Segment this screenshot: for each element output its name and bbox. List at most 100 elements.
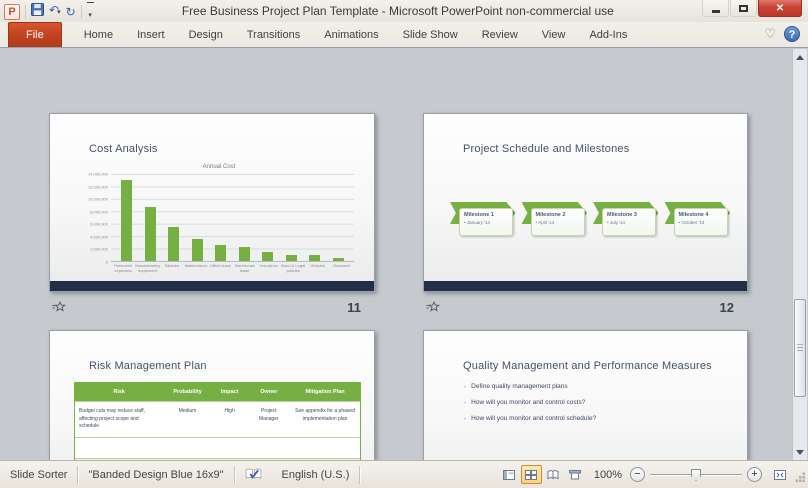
slide-show-button[interactable] xyxy=(565,465,586,484)
minimize-icon xyxy=(711,9,720,13)
ribbon-tab-file[interactable]: File xyxy=(8,22,62,47)
undo-dropdown-caret[interactable]: ▾ xyxy=(57,9,61,16)
slide-sorter-view-button[interactable] xyxy=(520,465,542,484)
zoom-slider-thumb[interactable] xyxy=(691,469,701,481)
theme-name-label[interactable]: "Banded Design Blue 16x9" xyxy=(88,468,224,481)
reading-view-icon xyxy=(547,469,559,479)
table-cell: High xyxy=(211,401,248,437)
transition-star-icon[interactable] xyxy=(423,300,440,313)
ribbon-tab-add-ins[interactable]: Add-Ins xyxy=(589,29,628,41)
slide-11-meta: 11 xyxy=(49,299,375,315)
help-button[interactable]: ? xyxy=(784,26,800,42)
y-axis-tick-label: 4,000,000 xyxy=(90,234,108,240)
view-status-label[interactable]: Slide Sorter xyxy=(10,468,68,481)
slide-11-title: Cost Analysis xyxy=(89,143,158,155)
table-header-cell: Owner xyxy=(260,389,278,395)
table-cell: Budget cuts may reduce staff, affecting … xyxy=(75,401,164,437)
ribbon-tab-insert[interactable]: Insert xyxy=(137,29,165,41)
minimize-button[interactable] xyxy=(702,0,729,17)
x-axis-category-label: Personnel expenses xyxy=(114,264,133,273)
slide-number: 12 xyxy=(719,299,734,315)
chart-plot-area xyxy=(111,174,354,262)
milestone-name: Milestone 4 xyxy=(678,212,709,218)
slide-thumbnail-11[interactable]: Cost Analysis Annual Cost 14,000,000 12,0… xyxy=(49,113,375,292)
scrollbar-grip xyxy=(797,344,803,352)
ribbon-tab-review[interactable]: Review xyxy=(481,29,518,41)
window-resize-grip[interactable] xyxy=(795,472,806,486)
divider xyxy=(77,465,79,484)
chart-bar xyxy=(332,257,344,261)
language-label[interactable]: English (U.S.) xyxy=(281,468,350,481)
ribbon-tab-design[interactable]: Design xyxy=(188,29,223,41)
divider xyxy=(359,465,361,484)
table-cell: See appendix for a phased implementation… xyxy=(290,401,360,437)
normal-view-button[interactable] xyxy=(499,465,520,484)
milestone-label-card: Milestone 2 • April '14 xyxy=(530,208,585,236)
table-header-row: Risk Probability Impact Owner Mitigation Pla… xyxy=(75,383,360,402)
fit-slide-to-window-button[interactable] xyxy=(770,466,789,484)
customize-quick-access-toolbar-icon[interactable]: ▾ xyxy=(86,1,94,22)
chart-bar xyxy=(215,244,227,261)
vertical-scrollbar[interactable] xyxy=(792,49,807,460)
x-axis-category-label: Manufacturing equipment xyxy=(135,264,160,273)
milestone-shape: Milestone 4 • October '14 xyxy=(664,202,732,240)
slide-thumbnail-12[interactable]: Project Schedule and Milestones Mileston… xyxy=(423,113,748,292)
ribbon-tabs: File Home Insert Design Transitions Animation… xyxy=(0,22,639,47)
table-header-cell: Impact xyxy=(220,389,239,395)
maximize-button[interactable] xyxy=(730,0,757,17)
table-cell: Project Manager xyxy=(247,401,291,437)
slide-sorter-workspace: Cost Analysis Annual Cost 14,000,000 12,0… xyxy=(0,49,808,488)
zoom-in-button[interactable]: + xyxy=(747,467,762,482)
milestone-name: Milestone 3 xyxy=(607,212,637,218)
transition-star-icon[interactable] xyxy=(49,300,66,313)
scroll-down-button[interactable] xyxy=(793,445,807,459)
milestones-diagram: Milestone 1 • January '14 Milestone 2 • Apr… xyxy=(450,202,731,240)
table-cell xyxy=(211,436,248,458)
x-axis-category-label: Maintenance xyxy=(184,264,208,268)
table-header-cell: Mitigation Plan xyxy=(305,389,345,395)
slide-accent-band xyxy=(424,281,747,291)
spellcheck-icon[interactable] xyxy=(235,465,272,485)
view-shortcut-buttons xyxy=(499,465,586,484)
milestone-date: • January '14 xyxy=(464,220,490,225)
slide-show-icon xyxy=(569,469,582,479)
zoom-level-label[interactable]: 100% xyxy=(593,468,622,481)
scroll-up-button[interactable] xyxy=(793,50,807,64)
divider xyxy=(80,4,82,19)
undo-icon[interactable]: ↶▾ xyxy=(49,3,61,17)
zoom-slider[interactable] xyxy=(650,467,742,482)
scrollbar-thumb[interactable] xyxy=(794,299,806,397)
zoom-out-button[interactable]: − xyxy=(630,467,645,482)
slide-number: 11 xyxy=(347,299,361,315)
y-axis-tick-label: 6,000,000 xyxy=(90,221,108,227)
y-axis-tick-label: 8,000,000 xyxy=(90,209,108,215)
powerpoint-app-icon[interactable]: P xyxy=(4,3,20,20)
slide-accent-band xyxy=(50,281,374,291)
milestone-shape: Milestone 3 • July '14 xyxy=(593,202,660,240)
ribbon-tab-slide-show[interactable]: Slide Show xyxy=(402,29,458,41)
table-cell xyxy=(247,436,291,458)
window-title: Free Business Project Plan Template - Mi… xyxy=(181,4,614,18)
chart-title: Annual Cost xyxy=(202,164,236,170)
slide-sorter-view-icon xyxy=(525,469,538,480)
table-row xyxy=(75,436,360,458)
milestone-name: Milestone 2 xyxy=(535,212,566,218)
chart-bars xyxy=(115,174,350,261)
window-controls: ✕ xyxy=(702,0,808,22)
save-icon[interactable] xyxy=(31,2,44,21)
chart-bar xyxy=(191,238,203,261)
reading-view-button[interactable] xyxy=(543,465,564,484)
ribbon-tab-animations[interactable]: Animations xyxy=(324,29,379,41)
ribbon-tab-transitions[interactable]: Transitions xyxy=(246,29,301,41)
close-button[interactable]: ✕ xyxy=(758,0,802,17)
x-axis-category-label: Office lease xyxy=(209,264,231,268)
chart-bar xyxy=(121,179,133,261)
chart-bar xyxy=(262,251,274,261)
arrow-up-icon xyxy=(796,54,804,60)
ribbon-tab-view[interactable]: View xyxy=(541,29,566,41)
divider xyxy=(25,4,26,19)
x-axis-category-label: Salaries xyxy=(164,264,179,268)
ribbon-tab-home[interactable]: Home xyxy=(83,29,114,41)
redo-icon[interactable]: ↻ xyxy=(65,4,76,19)
heart-icon[interactable]: ♡ xyxy=(764,26,776,41)
